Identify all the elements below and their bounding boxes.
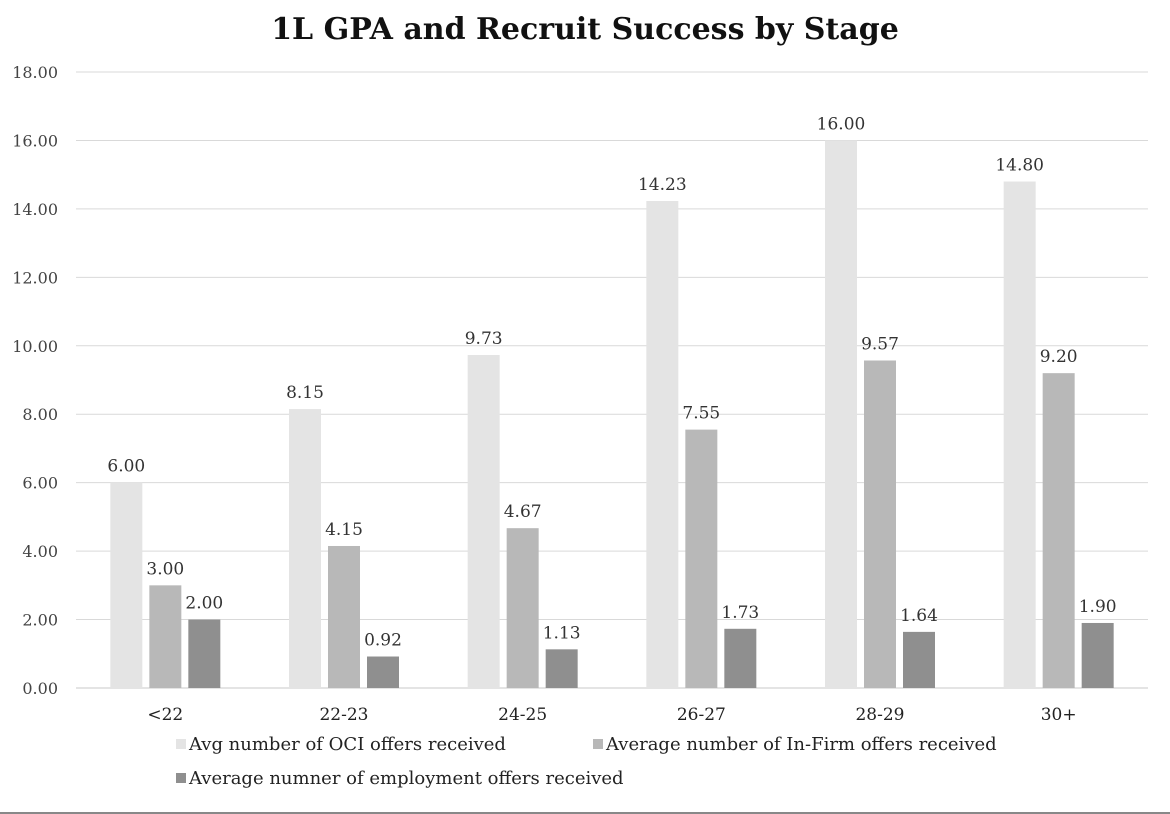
bar-30+-series-2	[1081, 622, 1114, 688]
bar-24-25-series-1	[506, 528, 539, 688]
bar-22-23-series-0	[289, 409, 321, 688]
bar-26-27-series-0	[646, 201, 679, 689]
y-tick-label: 4.00	[22, 542, 58, 561]
legend-label-2: Average numner of employment offers rece…	[188, 768, 624, 789]
data-label: 16.00	[817, 114, 866, 134]
data-label: 7.55	[682, 404, 720, 424]
gridlines	[76, 71, 1148, 689]
y-tick-label: 0.00	[22, 679, 58, 698]
data-label: 1.13	[543, 623, 581, 643]
data-label: 3.00	[146, 559, 184, 579]
data-label: 0.92	[364, 631, 402, 651]
y-tick-label: 14.00	[12, 200, 58, 219]
bars	[110, 140, 1114, 689]
data-label: 1.64	[900, 606, 938, 626]
legend-swatch-0	[176, 739, 186, 749]
y-tick-label: 16.00	[12, 131, 58, 150]
legend-label-0: Avg number of OCI offers received	[188, 734, 506, 755]
y-tick-label: 2.00	[22, 611, 58, 630]
bar-30+-series-0	[1003, 181, 1036, 688]
legend: Avg number of OCI offers received Average…	[176, 734, 997, 789]
bar-<22-series-2	[188, 619, 221, 688]
chart-title: 1L GPA and Recruit Success by Stage	[271, 12, 899, 47]
y-tick-label: 6.00	[22, 474, 58, 493]
x-category-label: <22	[147, 705, 183, 725]
bar-24-25-series-2	[545, 649, 578, 688]
bar-28-29-series-0	[825, 140, 857, 688]
bar-22-23-series-1	[328, 545, 360, 688]
legend-swatch-1	[593, 739, 603, 749]
x-category-label: 22-23	[319, 705, 368, 725]
data-label: 9.57	[861, 334, 899, 354]
bar-28-29-series-1	[864, 360, 896, 688]
bar-24-25-series-0	[467, 355, 500, 688]
data-labels: 6.00 3.002.00 8.15 4.15 0.92 9.73 4.67 1.13 14.2…	[107, 114, 1116, 650]
data-label: 4.15	[325, 520, 363, 540]
data-label: 9.73	[465, 329, 503, 349]
data-label: 14.23	[638, 175, 687, 195]
x-category-label: 26-27	[677, 705, 726, 725]
x-category-label: 24-25	[498, 705, 547, 725]
x-category-label: 28-29	[855, 705, 904, 725]
bar-22-23-series-2	[367, 656, 399, 688]
y-tick-label: 18.00	[12, 63, 58, 82]
data-label: 1.73	[721, 603, 759, 623]
data-label: 6.00	[107, 457, 145, 477]
y-tick-label: 12.00	[12, 268, 58, 287]
data-label: 2.00	[185, 594, 223, 614]
bar-<22-series-0	[110, 482, 143, 688]
bar-26-27-series-2	[724, 628, 757, 688]
x-category-label: 30+	[1041, 705, 1077, 725]
data-label: 4.67	[504, 502, 542, 522]
data-label: 8.15	[286, 383, 324, 403]
legend-label-1: Average number of In-Firm offers receive…	[605, 734, 997, 755]
bottom-frame-line	[0, 812, 1170, 814]
y-axis-ticks: 0.00 2.00 4.00 6.00 8.00 10.00 12.00 14.00 16.00…	[12, 63, 58, 698]
bar-30+-series-1	[1042, 373, 1075, 688]
bar-28-29-series-2	[903, 631, 935, 688]
legend-swatch-2	[176, 773, 186, 783]
x-axis-categories: <22 22-23 24-25 26-27 28-29 30+	[147, 705, 1076, 725]
data-label: 1.90	[1079, 597, 1117, 617]
y-tick-label: 8.00	[22, 405, 58, 424]
data-label: 14.80	[995, 156, 1044, 176]
bar-<22-series-1	[149, 585, 182, 688]
data-label: 9.20	[1040, 347, 1078, 367]
y-tick-label: 10.00	[12, 337, 58, 356]
bar-26-27-series-1	[685, 429, 718, 688]
